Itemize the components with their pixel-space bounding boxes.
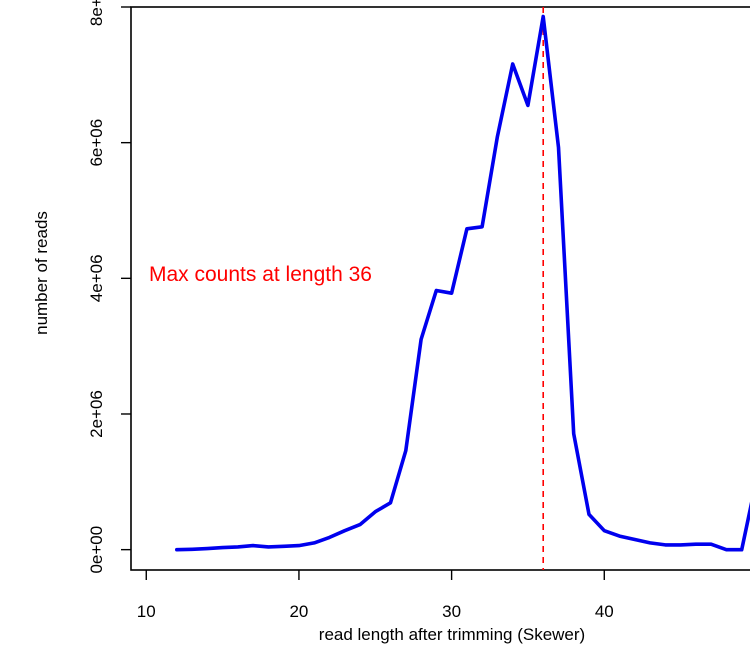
- y-axis-title: number of reads: [32, 211, 51, 335]
- y-tick-label: 8e+0: [87, 0, 106, 26]
- max-count-annotation: Max counts at length 36: [149, 263, 372, 286]
- x-axis-title: read length after trimming (Skewer): [319, 625, 585, 644]
- y-tick-label: 6e+06: [87, 119, 106, 167]
- x-axis: 102030405: [137, 570, 614, 621]
- y-tick-label: 0e+00: [87, 526, 106, 574]
- chart-marks: [175, 7, 750, 570]
- x-tick-label: 10: [137, 602, 156, 621]
- y-tick-label: 4e+06: [87, 254, 106, 302]
- y-axis: 0e+00 2e+06 4e+06 6e+06 8e+0: [87, 0, 131, 574]
- x-tick-label: 20: [289, 602, 308, 621]
- x-tick-label: 40: [595, 602, 614, 621]
- y-tick-label: 2e+06: [87, 390, 106, 438]
- x-tick-label: 30: [442, 602, 461, 621]
- series-line: [175, 14, 750, 552]
- plot-frame: [130, 6, 750, 571]
- plot-frame-rect: [130, 6, 750, 571]
